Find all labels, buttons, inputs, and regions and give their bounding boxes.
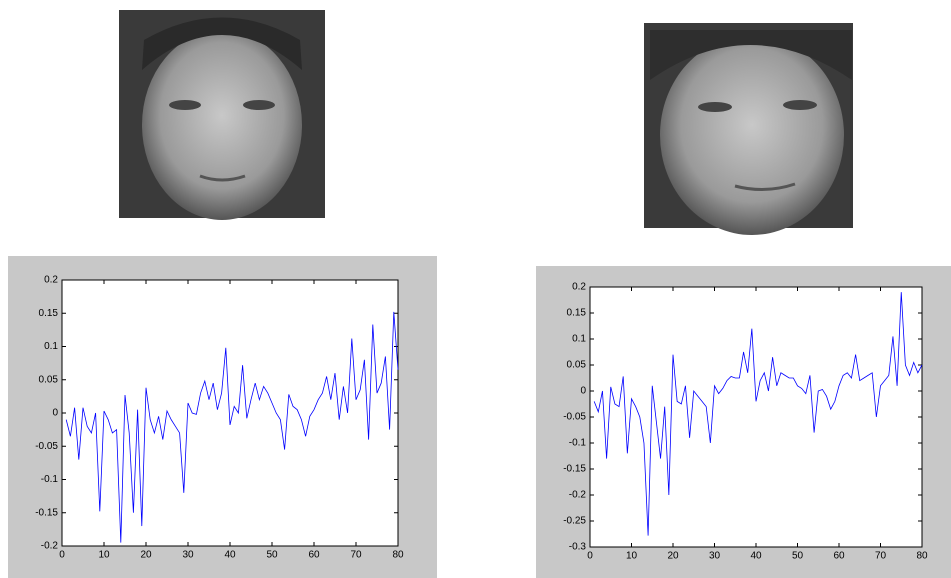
y-tick-label: 0.15 <box>39 308 59 319</box>
x-tick-label: 40 <box>224 550 236 561</box>
y-tick-label: -0.05 <box>563 412 586 423</box>
y-tick-label: -0.15 <box>563 464 586 475</box>
y-tick-label: 0.15 <box>567 308 587 319</box>
x-tick-label: 20 <box>667 551 679 562</box>
y-tick-label: -0.25 <box>563 516 586 527</box>
x-tick-label: 60 <box>833 551 845 562</box>
y-tick-label: 0.2 <box>44 275 58 286</box>
x-tick-label: 20 <box>140 550 152 561</box>
x-tick-label: 10 <box>626 551 638 562</box>
x-tick-label: 30 <box>709 551 721 562</box>
x-tick-label: 40 <box>750 551 762 562</box>
face-photo <box>644 23 853 235</box>
x-tick-label: 10 <box>98 550 110 561</box>
y-tick-label: 0.05 <box>39 374 59 385</box>
y-tick-label: -0.05 <box>35 441 58 452</box>
x-tick-label: 0 <box>59 550 65 561</box>
y-tick-label: 0.2 <box>572 282 586 293</box>
x-tick-label: 70 <box>875 551 887 562</box>
x-tick-label: 80 <box>916 551 928 562</box>
x-tick-label: 50 <box>266 550 278 561</box>
y-tick-label: -0.15 <box>35 507 58 518</box>
y-tick-label: 0.1 <box>572 334 586 345</box>
x-tick-label: 60 <box>308 550 320 561</box>
y-tick-label: -0.1 <box>41 474 59 485</box>
x-tick-label: 50 <box>792 551 804 562</box>
y-tick-label: 0.05 <box>567 360 587 371</box>
y-tick-label: -0.2 <box>569 490 587 501</box>
y-tick-label: 0 <box>580 386 586 397</box>
face-photo <box>119 10 325 220</box>
y-tick-label: -0.2 <box>41 541 59 552</box>
x-tick-label: 30 <box>182 550 194 561</box>
y-tick-label: -0.3 <box>569 542 587 553</box>
x-tick-label: 70 <box>350 550 362 561</box>
plot-area <box>589 286 923 548</box>
y-tick-label: 0 <box>52 408 58 419</box>
y-tick-label: 0.1 <box>44 341 58 352</box>
x-tick-label: 80 <box>392 550 404 561</box>
data-line <box>65 311 399 543</box>
data-line <box>593 292 923 536</box>
y-tick-label: -0.1 <box>569 438 587 449</box>
x-tick-label: 0 <box>587 551 593 562</box>
